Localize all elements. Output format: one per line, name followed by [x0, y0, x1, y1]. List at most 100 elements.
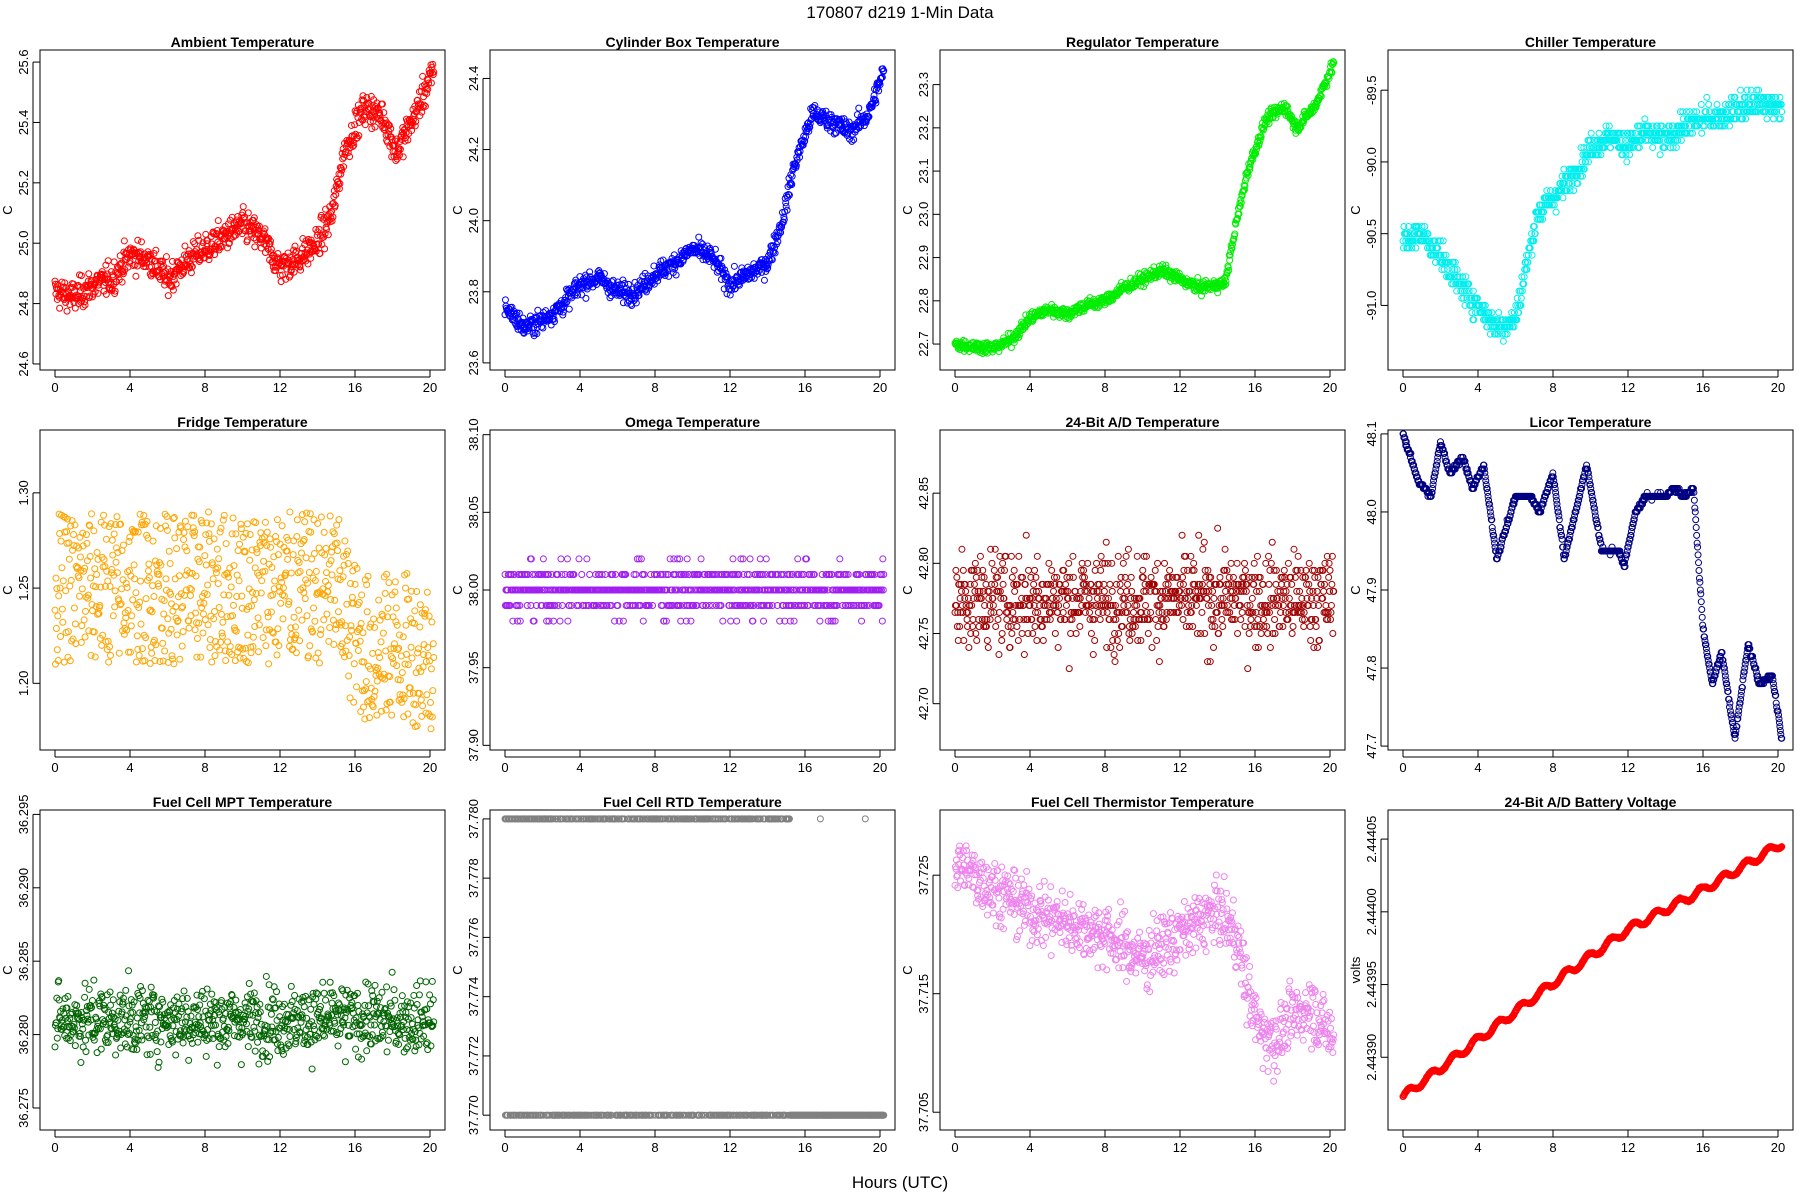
- data-point: [347, 121, 355, 129]
- data-point: [261, 225, 269, 233]
- data-point: [122, 579, 130, 587]
- figure-title: 170807 d219 1-Min Data: [806, 3, 994, 22]
- data-point: [244, 209, 252, 217]
- data-point: [315, 225, 323, 233]
- data-point: [380, 109, 388, 117]
- data-point: [173, 631, 181, 639]
- data-point: [733, 617, 741, 625]
- data-point: [1737, 86, 1745, 94]
- data-point: [727, 617, 735, 625]
- data-point: [221, 647, 229, 655]
- y-tick-label: 23.6: [466, 350, 481, 375]
- data-point: [191, 240, 199, 248]
- data-point: [335, 516, 343, 524]
- data-point: [563, 298, 571, 306]
- y-tick-label: 22.8: [916, 288, 931, 313]
- data-point: [106, 651, 114, 659]
- y-axis-label: C: [1348, 205, 1363, 214]
- data-point: [304, 260, 312, 268]
- data-point: [289, 551, 297, 559]
- data-point: [52, 625, 60, 632]
- data-point: [198, 243, 206, 251]
- data-point: [234, 213, 242, 221]
- data-point: [730, 262, 738, 270]
- data-point: [113, 513, 121, 521]
- y-tick-label: -89.5: [1364, 75, 1379, 105]
- data-point: [93, 549, 101, 557]
- data-point: [312, 567, 320, 575]
- data-point: [168, 600, 176, 608]
- data-point: [254, 614, 262, 622]
- data-point: [343, 136, 351, 144]
- data-point: [71, 304, 79, 312]
- data-point: [323, 610, 331, 618]
- panel-title: Cylinder Box Temperature: [605, 34, 779, 50]
- data-point: [298, 616, 306, 624]
- data-point: [84, 277, 92, 285]
- data-point: [310, 516, 318, 524]
- data-point: [251, 243, 259, 251]
- data-point: [111, 290, 119, 298]
- data-point: [171, 575, 179, 583]
- data-point: [559, 311, 567, 319]
- data-point: [175, 572, 183, 580]
- data-point: [404, 710, 412, 718]
- data-point: [760, 276, 768, 284]
- data-point: [408, 127, 416, 135]
- data-point: [61, 279, 69, 287]
- y-tick-label: 25.4: [16, 110, 31, 135]
- data-point: [377, 638, 385, 646]
- data-point: [273, 516, 281, 524]
- data-point: [171, 534, 179, 542]
- y-tick-label: 1.30: [16, 480, 31, 505]
- data-point: [176, 655, 184, 663]
- data-point: [558, 602, 566, 610]
- data-point: [619, 299, 627, 307]
- x-tick-label: 20: [423, 380, 437, 395]
- data-point: [70, 604, 78, 612]
- x-tick-label: 8: [1101, 380, 1108, 395]
- data-point: [683, 555, 691, 563]
- data-point: [267, 543, 274, 551]
- x-tick-label: 12: [723, 380, 737, 395]
- data-point: [1552, 208, 1560, 216]
- data-point: [191, 528, 199, 536]
- x-tick-label: 8: [1549, 380, 1556, 395]
- data-point: [253, 549, 261, 557]
- data-point: [81, 633, 89, 641]
- data-point: [79, 303, 87, 311]
- data-point: [159, 257, 167, 265]
- data-point: [501, 296, 509, 304]
- data-point: [619, 276, 627, 284]
- data-point: [209, 575, 217, 583]
- data-point: [1495, 309, 1503, 317]
- data-point: [235, 577, 243, 585]
- data-point: [63, 307, 71, 315]
- plot-frame: [39, 49, 446, 371]
- x-tick-label: 20: [1323, 380, 1337, 395]
- data-point: [249, 633, 257, 641]
- data-point: [365, 100, 373, 108]
- data-point: [250, 596, 258, 604]
- data-point: [256, 542, 264, 550]
- data-point: [414, 649, 422, 657]
- data-point: [110, 530, 118, 538]
- data-point: [118, 278, 126, 286]
- data-point: [123, 584, 131, 592]
- data-point: [93, 571, 101, 579]
- data-point: [419, 702, 427, 710]
- data-point: [80, 616, 88, 624]
- panel-title: Regulator Temperature: [1066, 34, 1219, 50]
- data-point: [400, 713, 408, 721]
- data-point: [70, 280, 77, 288]
- x-tick-label: 20: [1771, 380, 1785, 395]
- data-point: [77, 638, 85, 646]
- data-point: [263, 528, 271, 536]
- data-point: [102, 290, 110, 298]
- data-point: [202, 561, 210, 569]
- x-tick-label: 0: [51, 760, 58, 775]
- data-point: [112, 558, 120, 566]
- data-point: [181, 242, 189, 250]
- data-point: [327, 595, 335, 603]
- data-point: [129, 596, 137, 604]
